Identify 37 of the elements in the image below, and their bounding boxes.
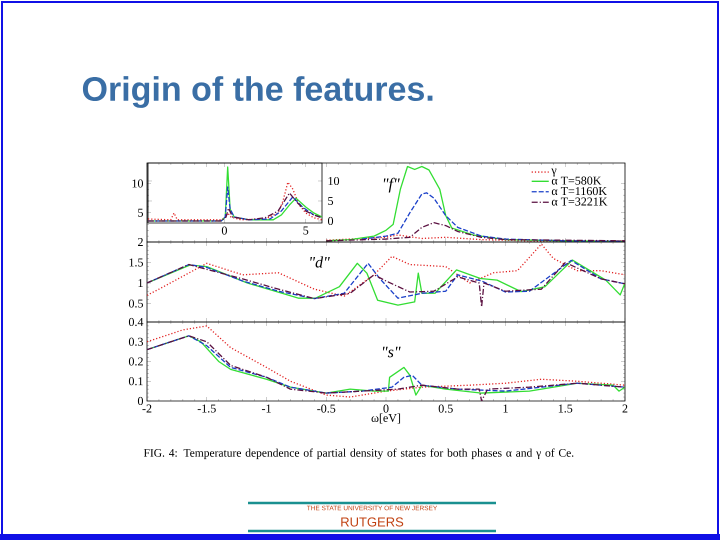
y-tick-label: 0 (328, 216, 334, 226)
y-tick-label: 0 (138, 396, 144, 406)
x-tick-label: 0.5 (438, 404, 453, 413)
y-tick-label: 1 (138, 279, 143, 287)
legend-label: α T=3221K (552, 198, 608, 206)
annotation: "s" (382, 346, 401, 358)
legend-label: α T=1160K (552, 187, 607, 196)
chart-title: Origin of the features. (82, 76, 432, 108)
y-tick-label: 0.4 (128, 318, 144, 326)
x-tick-label: -1 (262, 404, 271, 412)
line-series (148, 192, 322, 222)
y-tick-label: 0.1 (128, 377, 143, 386)
annotation: "f" (384, 178, 400, 192)
line-series (147, 243, 625, 297)
line-series (147, 325, 625, 398)
y-tick-label: 0.3 (128, 338, 144, 346)
y-tick-label: 5 (328, 197, 334, 205)
annotation: "d" (310, 256, 330, 268)
legend-label: α T=580K (552, 176, 602, 185)
y-tick-label: 5 (138, 208, 144, 217)
y-tick-label: 10 (132, 179, 144, 188)
x-tick-label: 1 (504, 404, 508, 412)
x-tick-label: -2 (142, 404, 152, 412)
x-tick-label: -0.5 (317, 404, 336, 413)
x-tick-label: 0 (383, 404, 389, 413)
y-tick-label: 2 (138, 238, 143, 246)
text: RUTGERS (341, 517, 404, 527)
x-axis-title: ω[eV] (372, 414, 400, 424)
x-tick-label: 1.5 (558, 404, 572, 413)
x-tick-label: 2 (622, 404, 628, 412)
x-tick-label: -1.5 (198, 404, 216, 413)
y-tick-label: 0.2 (128, 357, 143, 366)
legend-label: γ (551, 168, 556, 177)
caption: FIG. 4: Temperature dependence of partial density of states for both phases α and γ of Ce. (144, 448, 574, 460)
y-tick-label: 1.5 (130, 258, 144, 267)
y-tick-label: 0.5 (128, 299, 144, 308)
y-tick-label: 10 (328, 176, 340, 186)
